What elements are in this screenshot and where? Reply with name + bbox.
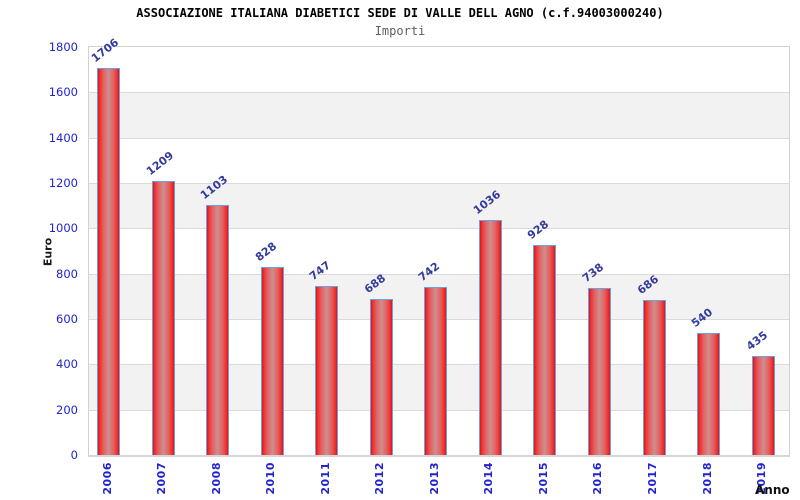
- plot-band: [89, 92, 789, 138]
- plot-band: [89, 47, 789, 93]
- plot-band: [89, 183, 789, 229]
- plot-area: 1706 1209 1103 828 747 688 742 1036 928 738 686 540…: [88, 36, 790, 457]
- x-tick-2018: 2018: [700, 462, 714, 495]
- bar-2008: [206, 205, 230, 455]
- y-tick-400: 400: [56, 357, 78, 372]
- bar-2015: [533, 244, 557, 455]
- y-tick-1800: 1800: [48, 40, 78, 54]
- plot-band: [89, 137, 789, 183]
- x-tick-2015: 2015: [536, 462, 550, 495]
- x-tick-2010: 2010: [264, 462, 278, 495]
- bar-2013: [424, 286, 448, 455]
- bar-2017: [642, 299, 666, 455]
- x-tick-2013: 2013: [427, 462, 441, 495]
- y-tick-600: 600: [56, 312, 78, 326]
- x-tick-2006: 2006: [100, 462, 114, 495]
- y-tick-1400: 1400: [48, 130, 78, 145]
- x-tick-2017: 2017: [646, 462, 659, 495]
- chart-subtitle: Importi: [374, 24, 426, 38]
- gridline: [89, 273, 789, 275]
- y-tick-1200: 1200: [48, 176, 78, 190]
- y-axis-title: Euro: [41, 237, 55, 267]
- bar-2010: [260, 267, 284, 455]
- x-tick-2007: 2007: [155, 462, 169, 495]
- y-tick-200: 200: [56, 402, 78, 417]
- x-axis-title: Anno: [755, 483, 790, 497]
- gridline: [89, 183, 789, 184]
- x-tick-2016: 2016: [591, 462, 605, 495]
- y-tick-1600: 1600: [48, 85, 78, 100]
- bar-2007: [151, 180, 175, 455]
- bar-2006: [97, 68, 120, 455]
- chart-title: ASSOCIAZIONE ITALIANA DIABETICI SEDE DI …: [136, 6, 664, 20]
- bar-2016: [587, 287, 611, 455]
- bar-2018: [697, 332, 721, 455]
- y-tick-1000: 1000: [48, 221, 78, 236]
- x-tick-2008: 2008: [209, 462, 223, 495]
- bar-2012: [369, 299, 393, 455]
- x-tick-2012: 2012: [373, 462, 387, 495]
- plot-band: [89, 228, 789, 274]
- x-tick-2014: 2014: [482, 462, 496, 495]
- bar-2011: [315, 285, 339, 455]
- bar-2019: [751, 356, 775, 455]
- gridline: [89, 228, 789, 230]
- y-tick-800: 800: [56, 266, 78, 281]
- y-tick-0: 0: [70, 448, 78, 462]
- gridline: [89, 92, 789, 94]
- x-tick-2011: 2011: [318, 462, 332, 495]
- gridline: [89, 137, 789, 139]
- bar-2014: [478, 220, 502, 455]
